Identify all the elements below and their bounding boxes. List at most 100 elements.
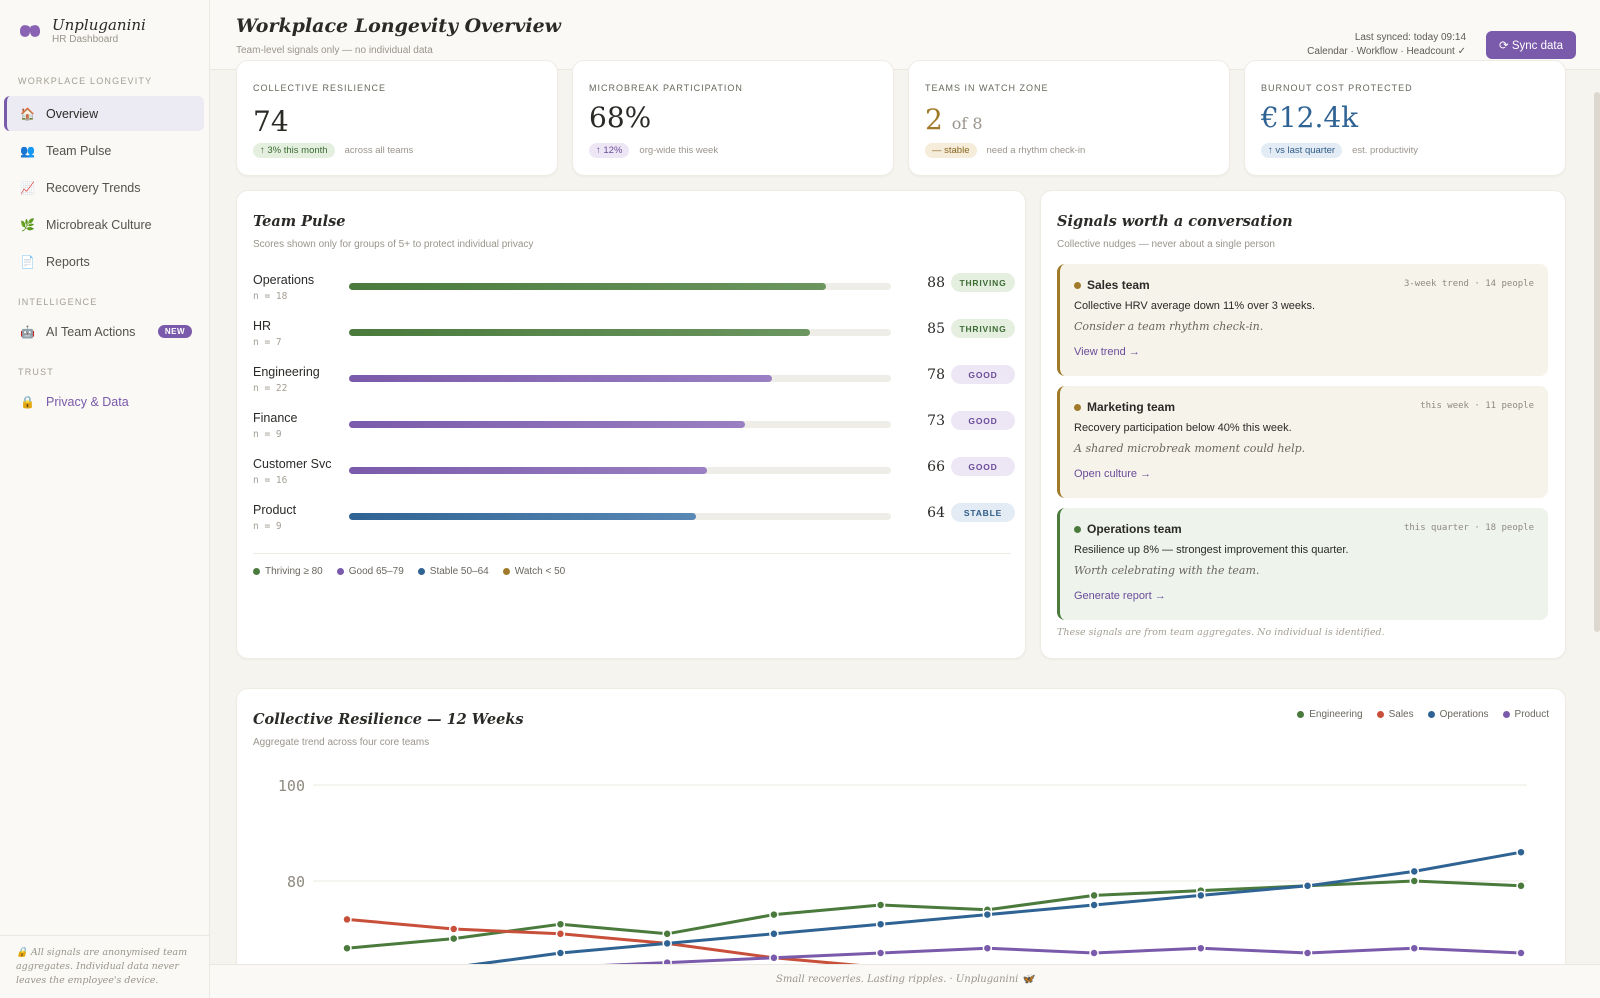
team-pulse-row[interactable]: Finance n = 9 73 GOOD bbox=[253, 411, 1015, 445]
data-point bbox=[1409, 876, 1420, 886]
kpi-change-pill: ↑ vs last quarter bbox=[1261, 143, 1343, 158]
legend-stable: Stable 50–64 bbox=[417, 566, 489, 577]
status-dot-icon bbox=[1074, 525, 1081, 533]
data-point bbox=[1196, 890, 1206, 901]
sidebar-item-label: Microbreak Culture bbox=[46, 217, 152, 232]
score-bar-fill bbox=[349, 513, 696, 520]
nav-section-longevity: WORKPLACE LONGEVITY bbox=[18, 76, 153, 86]
kpi-value: 2 of 8 bbox=[925, 103, 983, 136]
scrollbar[interactable] bbox=[1594, 92, 1600, 632]
team-score: 88 bbox=[927, 275, 945, 291]
page-header: Workplace Longevity Overview Team-level … bbox=[210, 0, 1600, 70]
new-badge: NEW bbox=[157, 325, 192, 338]
kpi-value-suffix: of 8 bbox=[951, 114, 983, 133]
data-point bbox=[1089, 900, 1099, 910]
legend-good: Good 65–79 bbox=[336, 566, 404, 577]
team-score: 78 bbox=[927, 367, 945, 383]
data-point bbox=[769, 929, 779, 939]
team-pulse-row[interactable]: Operations n = 18 88 THRIVING bbox=[253, 273, 1015, 307]
chart-title: Collective Resilience — 12 Weeks bbox=[253, 711, 524, 728]
kpi-label: TEAMS IN WATCH ZONE bbox=[925, 83, 1049, 93]
brand[interactable]: Unpluganini HR Dashboard bbox=[20, 16, 146, 46]
robot-icon: 🤖 bbox=[20, 324, 35, 339]
data-point bbox=[448, 933, 459, 944]
data-point bbox=[662, 938, 672, 949]
series-line-engineering bbox=[346, 879, 1522, 950]
data-point bbox=[1516, 847, 1526, 857]
data-point bbox=[342, 914, 352, 925]
signal-suggestion: Consider a team rhythm check-in. bbox=[1074, 320, 1264, 333]
data-point bbox=[1196, 943, 1206, 953]
data-point bbox=[1089, 948, 1099, 958]
signal-text: Recovery participation below 40% this we… bbox=[1074, 422, 1292, 434]
sidebar-item-ai-team-actions[interactable]: 🤖 AI Team Actions NEW bbox=[4, 314, 204, 349]
status-badge: GOOD bbox=[951, 365, 1015, 384]
score-bar-track bbox=[349, 375, 891, 382]
page-footer: Small recoveries. Lasting ripples. · Unp… bbox=[210, 964, 1600, 998]
team-pulse-row[interactable]: HR n = 7 85 THRIVING bbox=[253, 319, 1015, 353]
kpi-value: €12.4k bbox=[1261, 101, 1359, 134]
kpi-note: org-wide this week bbox=[639, 145, 719, 156]
data-point bbox=[555, 919, 566, 929]
nav-section-intelligence: INTELLIGENCE bbox=[18, 297, 98, 307]
open-culture-link[interactable]: Open culture → bbox=[1074, 468, 1152, 480]
score-bar-fill bbox=[349, 467, 707, 474]
sidebar-item-team-pulse[interactable]: 👥 Team Pulse bbox=[4, 133, 204, 168]
sidebar-item-microbreak-culture[interactable]: 🌿 Microbreak Culture bbox=[4, 207, 204, 242]
score-bar-track bbox=[349, 329, 891, 336]
y-tick-label: 100 bbox=[278, 777, 305, 795]
data-point bbox=[1409, 866, 1420, 877]
butterfly-logo-icon bbox=[20, 24, 40, 38]
sidebar-item-overview[interactable]: 🏠 Overview bbox=[4, 96, 204, 131]
signals-subtitle: Collective nudges — never about a single… bbox=[1057, 239, 1275, 250]
brand-name: Unpluganini bbox=[52, 16, 146, 34]
status-badge: STABLE bbox=[951, 503, 1015, 522]
chart-legend: Engineering Sales Operations Product bbox=[1297, 709, 1549, 720]
view-trend-link[interactable]: View trend → bbox=[1074, 346, 1140, 358]
signal-text: Collective HRV average down 11% over 3 w… bbox=[1074, 300, 1316, 312]
data-point bbox=[769, 953, 779, 963]
data-point bbox=[1516, 948, 1526, 958]
team-pulse-title: Team Pulse bbox=[253, 213, 346, 230]
sidebar-item-privacy-data[interactable]: 🔒 Privacy & Data bbox=[4, 384, 204, 419]
score-bar-fill bbox=[349, 329, 810, 336]
team-pulse-row[interactable]: Customer Svc n = 16 66 GOOD bbox=[253, 457, 1015, 491]
score-bar-track bbox=[349, 467, 891, 474]
chart-legend-item: Engineering bbox=[1297, 709, 1363, 720]
score-bar-fill bbox=[349, 421, 745, 428]
data-point bbox=[1089, 890, 1099, 901]
team-score: 73 bbox=[927, 413, 945, 429]
signals-footnote: These signals are from team aggregates. … bbox=[1057, 627, 1385, 638]
team-pulse-row[interactable]: Engineering n = 22 78 GOOD bbox=[253, 365, 1015, 399]
sidebar-item-reports[interactable]: 📄 Reports bbox=[4, 244, 204, 279]
resilience-chart-card: Collective Resilience — 12 Weeks Aggrega… bbox=[236, 688, 1566, 988]
score-bar-track bbox=[349, 513, 891, 520]
team-name: Product bbox=[253, 503, 297, 517]
team-size: n = 18 bbox=[253, 291, 288, 302]
sidebar-item-label: Team Pulse bbox=[46, 143, 112, 158]
status-badge: THRIVING bbox=[951, 273, 1015, 292]
team-score: 85 bbox=[927, 321, 945, 337]
data-point bbox=[1409, 943, 1420, 953]
team-size: n = 9 bbox=[253, 521, 282, 532]
kpi-note: across all teams bbox=[344, 145, 414, 156]
signal-text: Resilience up 8% — strongest improvement… bbox=[1074, 544, 1349, 556]
score-bar-fill bbox=[349, 283, 826, 290]
score-bar-track bbox=[349, 421, 891, 428]
sync-data-button[interactable]: ⟳ Sync data bbox=[1486, 31, 1576, 59]
data-point bbox=[448, 924, 459, 934]
team-name: Engineering bbox=[253, 365, 320, 379]
data-point bbox=[342, 943, 352, 953]
generate-report-link[interactable]: Generate report → bbox=[1074, 590, 1166, 602]
sidebar-item-recovery-trends[interactable]: 📈 Recovery Trends bbox=[4, 170, 204, 205]
leaf-icon: 🌿 bbox=[20, 217, 35, 232]
team-size: n = 7 bbox=[253, 337, 282, 348]
score-bar-track bbox=[349, 283, 891, 290]
status-dot-icon bbox=[1074, 403, 1081, 411]
signal-meta: this quarter · 18 people bbox=[1403, 523, 1534, 533]
kpi-change-pill: — stable bbox=[925, 143, 977, 158]
team-pulse-row[interactable]: Product n = 9 64 STABLE bbox=[253, 503, 1015, 537]
people-icon: 👥 bbox=[20, 143, 35, 158]
signal-team: Sales team bbox=[1087, 278, 1150, 292]
team-name: Customer Svc bbox=[253, 457, 332, 471]
